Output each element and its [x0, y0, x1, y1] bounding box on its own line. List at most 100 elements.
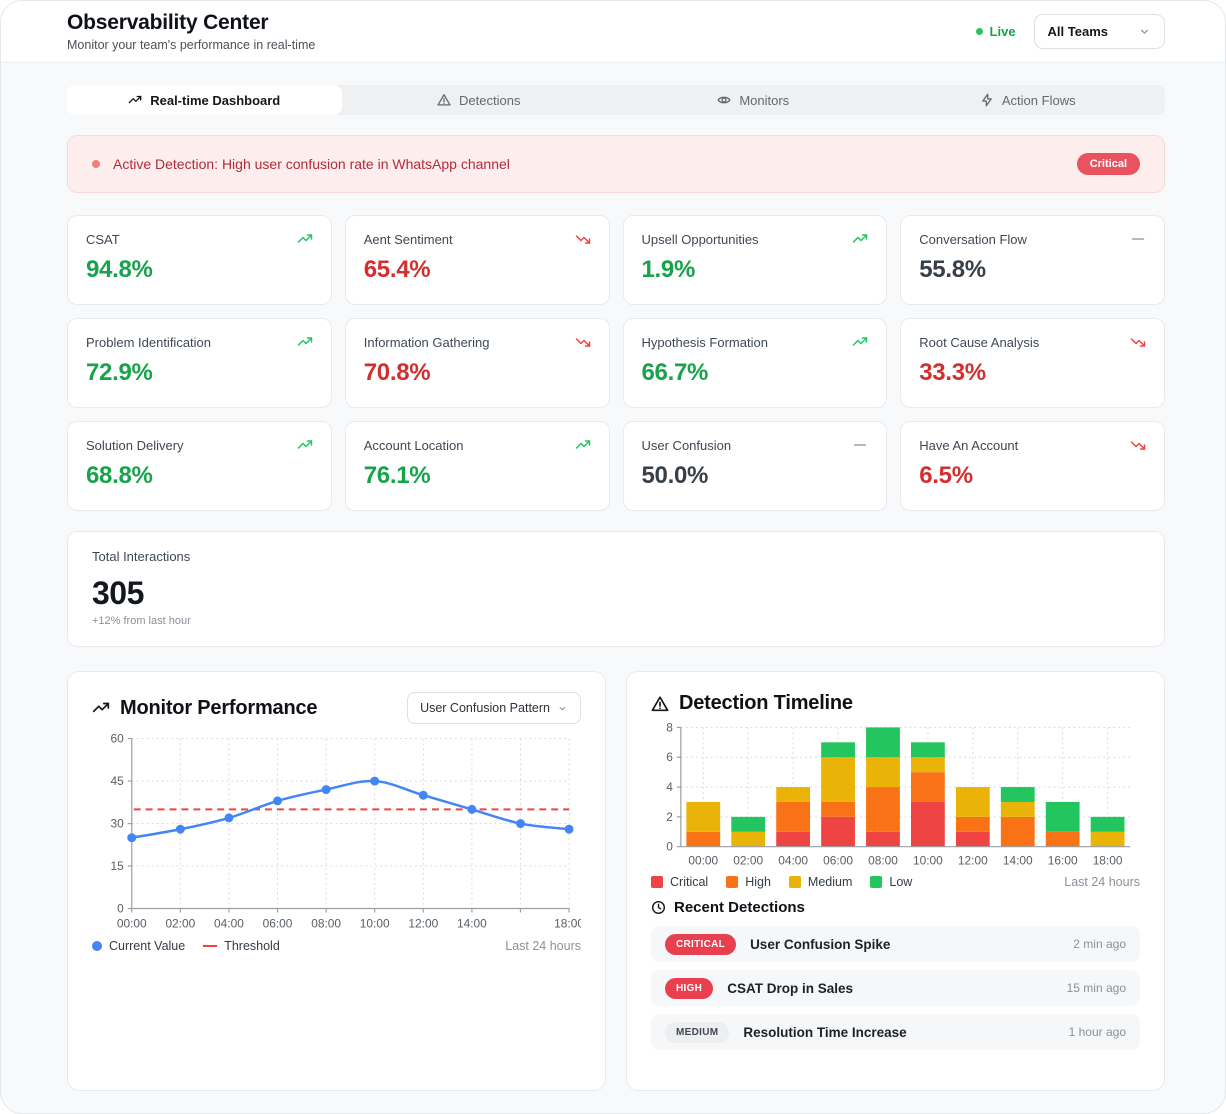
legend-swatch-icon	[788, 876, 801, 888]
chevron-down-icon	[1141, 29, 1148, 34]
total-label: Total Interactions	[92, 549, 191, 564]
live-dot-icon	[975, 27, 983, 35]
trend-up-icon	[128, 95, 142, 104]
metric-value: 50.0%	[641, 462, 709, 489]
metric-card-have-an-account[interactable]: Have An Account 6.5%	[900, 421, 1165, 511]
pattern-selector-value: User Confusion Pattern	[420, 701, 550, 715]
detection-time: 15 min ago	[1066, 981, 1126, 995]
metric-card-solution-delivery[interactable]: Solution Delivery 68.8%	[67, 421, 332, 511]
metric-value: 94.8%	[86, 256, 153, 283]
legend-threshold: Threshold	[203, 939, 280, 953]
metric-card-account-location[interactable]: Account Location 76.1%	[344, 421, 610, 511]
detection-row-csat-drop-in-sales[interactable]: HIGH CSAT Drop in Sales 15 min ago	[651, 970, 1140, 1006]
metric-card-conversation-flow[interactable]: Conversation Flow 55.8%	[900, 215, 1165, 305]
metric-value: 76.1%	[363, 462, 431, 489]
team-selector[interactable]: All Teams	[1033, 13, 1165, 49]
legend-critical: Critical	[651, 875, 708, 889]
svg-text:12:00: 12:00	[958, 854, 988, 868]
detection-title: CSAT Drop in Sales	[727, 980, 853, 996]
metric-top: Conversation Flow	[919, 231, 1146, 247]
severity-badge: MEDIUM	[665, 1021, 730, 1043]
metric-top: User Confusion	[642, 437, 869, 453]
tab-monitors[interactable]: Monitors	[616, 85, 891, 115]
metric-card-information-gathering[interactable]: Information Gathering 70.8%	[344, 318, 610, 408]
metric-label: Solution Delivery	[86, 437, 184, 453]
metric-card-hypothesis-formation[interactable]: Hypothesis Formation 66.7%	[622, 318, 888, 408]
metric-card-csat[interactable]: CSAT 94.8%	[67, 215, 332, 305]
metric-card-upsell-opportunities[interactable]: Upsell Opportunities 1.9%	[622, 215, 888, 305]
metric-top: Root Cause Analysis	[919, 334, 1146, 350]
metric-label: Account Location	[363, 437, 464, 453]
tab-detections[interactable]: Detections	[342, 85, 617, 115]
recent-detections-header: Recent Detections	[651, 899, 1140, 916]
metric-card-user-confusion[interactable]: User Confusion 50.0%	[622, 421, 888, 511]
detection-title: User Confusion Spike	[750, 936, 891, 952]
alert-banner[interactable]: Active Detection: High user confusion ra…	[67, 135, 1165, 193]
svg-text:2: 2	[666, 810, 673, 824]
tab-action-flows[interactable]: Action Flows	[891, 85, 1166, 115]
stable-icon	[854, 444, 867, 446]
monitor-chart-legend: Current Value Threshold Last 24 hours	[92, 939, 581, 953]
svg-text:00:00: 00:00	[688, 854, 718, 868]
svg-text:16:00: 16:00	[1048, 854, 1078, 868]
main-content: Real-time Dashboard Detections Monitors Act…	[1, 63, 1225, 1113]
svg-text:10:00: 10:00	[360, 916, 390, 930]
metric-label: Have An Account	[919, 437, 1019, 453]
legend-high: High	[726, 875, 771, 889]
svg-text:18:00: 18:00	[554, 916, 581, 930]
legend-swatch-icon	[870, 876, 883, 888]
metric-top: Have An Account	[919, 437, 1146, 453]
metric-top: CSAT	[86, 231, 313, 247]
monitor-chart-header: Monitor Performance User Confusion Patte…	[92, 692, 581, 724]
trend-up-icon	[297, 337, 312, 346]
svg-text:60: 60	[111, 732, 125, 746]
metric-value: 66.7%	[641, 359, 709, 386]
severity-badge: CRITICAL	[665, 933, 737, 955]
trend-up-icon	[853, 234, 868, 243]
tab-real-time-dashboard[interactable]: Real-time Dashboard	[67, 85, 342, 115]
critical-badge: Critical	[1076, 153, 1140, 175]
trend-down-icon	[1130, 441, 1146, 450]
tab-label: Detections	[459, 92, 521, 108]
metric-value: 1.9%	[641, 256, 696, 283]
svg-text:08:00: 08:00	[311, 916, 341, 930]
header-titles: Observability Center Monitor your team's…	[67, 11, 315, 52]
svg-text:4: 4	[666, 780, 673, 794]
metric-card-problem-identification[interactable]: Problem Identification 72.9%	[67, 318, 332, 408]
timeline-chart-title-row: Detection Timeline	[651, 692, 853, 715]
svg-text:18:00: 18:00	[1093, 854, 1123, 868]
svg-text:10:00: 10:00	[913, 854, 943, 868]
svg-text:04:00: 04:00	[214, 916, 244, 930]
charts-row: Monitor Performance User Confusion Patte…	[67, 671, 1165, 1113]
svg-text:12:00: 12:00	[408, 916, 438, 930]
stable-icon	[1131, 238, 1145, 240]
metric-card-aent-sentiment[interactable]: Aent Sentiment 65.4%	[344, 215, 610, 305]
detection-time: 2 min ago	[1073, 937, 1126, 951]
trend-up-icon	[297, 440, 312, 449]
monitor-chart-title-row: Monitor Performance	[92, 697, 318, 720]
metric-top: Hypothesis Formation	[642, 334, 869, 350]
detection-row-resolution-time-increase[interactable]: MEDIUM Resolution Time Increase 1 hour a…	[651, 1014, 1140, 1050]
alert-triangle-icon	[437, 94, 451, 106]
team-selector-value: All Teams	[1047, 23, 1108, 39]
pattern-selector[interactable]: User Confusion Pattern	[407, 692, 581, 724]
metric-value: 72.9%	[86, 359, 153, 386]
legend-low: Low	[870, 875, 912, 889]
svg-text:15: 15	[111, 859, 125, 873]
detection-bar-chart: 0 2 4 6 8 00:00 02:00 04:00 06:00 08:00 10:00 12:00…	[666, 721, 1131, 868]
trend-up-icon	[853, 337, 868, 346]
svg-text:8: 8	[666, 721, 673, 734]
total-value: 305	[92, 575, 144, 611]
trend-up-icon	[575, 440, 590, 449]
tab-bar: Real-time Dashboard Detections Monitors Act…	[67, 85, 1165, 115]
svg-text:02:00: 02:00	[165, 916, 195, 930]
svg-text:02:00: 02:00	[733, 854, 763, 868]
detection-row-user-confusion-spike[interactable]: CRITICAL User Confusion Spike 2 min ago	[651, 926, 1140, 962]
metric-card-root-cause-analysis[interactable]: Root Cause Analysis 33.3%	[900, 318, 1165, 408]
time-range-label: Last 24 hours	[1064, 875, 1140, 889]
tab-label: Monitors	[739, 92, 790, 108]
app-header: Observability Center Monitor your team's…	[1, 1, 1225, 63]
metric-label: Information Gathering	[363, 334, 490, 350]
metric-top: Solution Delivery	[86, 437, 313, 453]
